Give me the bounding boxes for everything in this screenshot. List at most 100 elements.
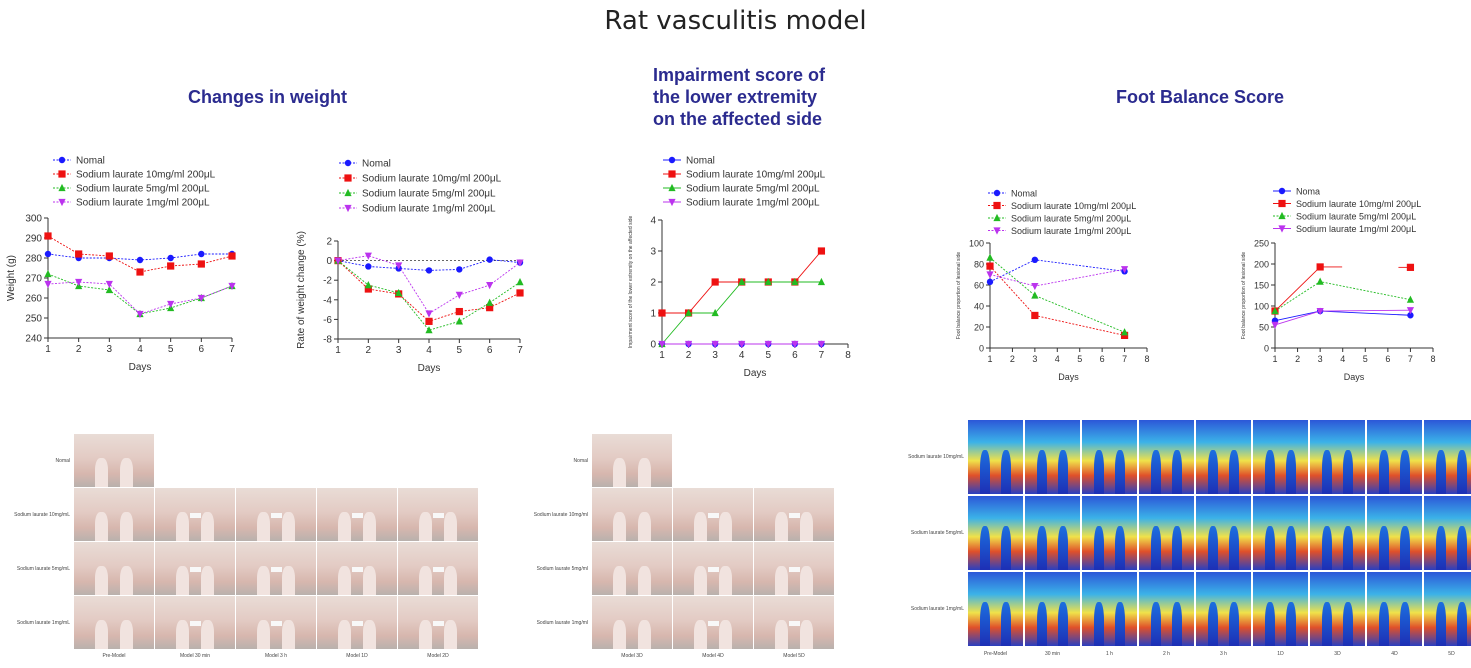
x-tick-label: 3 xyxy=(396,345,402,356)
thermal-foot-image xyxy=(968,572,1023,646)
x-tick-label: 5 xyxy=(766,350,772,361)
legend-marker xyxy=(668,183,676,192)
data-point xyxy=(1406,263,1415,271)
x-tick-label: 6 xyxy=(792,350,798,361)
data-point xyxy=(516,259,524,267)
y-tick-label: 150 xyxy=(1254,281,1269,291)
y-axis-label: Foot balance proportion of lesional side xyxy=(1241,252,1247,339)
data-point xyxy=(334,257,342,265)
x-axis-label: Days xyxy=(744,368,767,379)
y-tick-label: -4 xyxy=(323,295,332,306)
data-point xyxy=(486,304,494,312)
data-point xyxy=(1120,266,1129,274)
data-point xyxy=(44,280,52,289)
balance-section-title: Foot Balance Score xyxy=(1116,87,1285,107)
rat-hindlimb-photo xyxy=(317,596,397,649)
row-label: Sodium laurate 10mg/mL xyxy=(908,454,964,460)
data-point xyxy=(364,281,372,289)
data-point xyxy=(1316,307,1324,316)
x-tick-label: 8 xyxy=(1430,354,1435,364)
y-tick-label: 3 xyxy=(650,247,656,258)
y-tick-label: 60 xyxy=(974,281,984,291)
y-tick-label: 40 xyxy=(974,302,984,312)
row-label: Nomal xyxy=(573,457,588,464)
legend-marker xyxy=(344,174,352,182)
legend-marker xyxy=(993,201,1001,210)
rat-hindlimb-photo xyxy=(592,434,672,487)
thermal-foot-image xyxy=(1139,420,1194,494)
impairment-title-line-1: Impairment score of xyxy=(653,65,826,85)
row-label: Sodium laurate 5mg/mL xyxy=(910,530,964,536)
thermal-foot-image xyxy=(1253,496,1308,570)
column-label: 4D xyxy=(1391,651,1398,657)
column-label: 2 h xyxy=(1163,651,1170,657)
data-point xyxy=(197,260,205,268)
data-point xyxy=(817,277,826,286)
x-tick-label: 8 xyxy=(1144,354,1149,364)
x-tick-label: 7 xyxy=(1408,354,1413,364)
y-axis-label: Weight (g) xyxy=(6,255,17,301)
thermal-foot-image xyxy=(1082,572,1137,646)
data-point xyxy=(44,232,52,240)
data-point xyxy=(136,256,144,264)
y-tick-label: 250 xyxy=(25,314,42,325)
rat-hindlimb-photo xyxy=(592,542,672,595)
data-point xyxy=(791,277,799,286)
rat-hindlimb-photo xyxy=(74,542,154,595)
y-tick-label: -2 xyxy=(323,276,332,287)
data-point xyxy=(986,271,994,279)
page-title: Rat vasculitis model xyxy=(604,6,867,36)
thermal-foot-image xyxy=(1367,420,1422,494)
data-point xyxy=(425,326,433,334)
row-label: Sodium laurate 10mg/ml xyxy=(533,511,588,518)
thermal-foot-image xyxy=(1367,496,1422,570)
x-axis-label: Days xyxy=(1344,372,1365,382)
rat-hindlimb-photo xyxy=(74,488,154,541)
rat-hindlimb-photo xyxy=(236,488,316,541)
data-point xyxy=(167,262,175,270)
data-point xyxy=(658,340,666,349)
y-tick-label: 300 xyxy=(25,214,42,225)
rat-hindlimb-photo xyxy=(592,488,672,541)
legend-marker xyxy=(344,159,352,167)
legend-marker xyxy=(58,183,66,192)
row-label: Sodium laurate 1mg/mL xyxy=(910,606,964,612)
legend-label: Sodium laurate 5mg/ml 200μL xyxy=(76,184,210,195)
rat-hindlimb-photo xyxy=(398,542,478,595)
series-line xyxy=(1274,266,1321,312)
data-point xyxy=(395,262,403,270)
x-tick-label: 2 xyxy=(366,345,372,356)
data-point xyxy=(105,280,113,289)
legend-marker xyxy=(58,198,66,207)
x-tick-label: 7 xyxy=(819,350,825,361)
data-point xyxy=(75,278,83,287)
series-line xyxy=(47,273,233,315)
photo-panel-model-progression: Nomal Sodium laurate 10mg/mL Sodium laurat… xyxy=(0,434,479,662)
rat-hindlimb-photo xyxy=(236,542,316,595)
x-tick-label: 1 xyxy=(45,344,51,355)
x-tick-label: 6 xyxy=(487,345,493,356)
x-tick-label: 1 xyxy=(987,354,992,364)
rat-hindlimb-photo xyxy=(74,434,154,487)
data-point xyxy=(167,254,174,262)
legend-label: Nomal xyxy=(1011,189,1037,199)
legend-label: Nomal xyxy=(686,156,715,167)
column-label: 1 h xyxy=(1106,651,1113,657)
data-point xyxy=(711,340,719,349)
legend-label: Sodium laurate 1mg/ml 200μL xyxy=(1011,226,1131,236)
x-tick-label: 7 xyxy=(517,345,523,356)
data-point xyxy=(986,262,994,270)
thermal-foot-image xyxy=(1424,572,1471,646)
data-point xyxy=(791,340,799,349)
legend-label: Noma xyxy=(1296,187,1320,197)
data-point xyxy=(1120,331,1129,339)
legend-label: Sodium laurate 5mg/ml 200μL xyxy=(362,189,496,200)
legend-marker xyxy=(668,198,676,207)
legend-label: Sodium laurate 5mg/ml 200μL xyxy=(686,184,820,195)
series-line xyxy=(1274,281,1411,312)
x-axis-label: Days xyxy=(1058,372,1079,382)
legend-label: Nomal xyxy=(76,156,105,167)
column-label: 30 min xyxy=(1044,651,1060,657)
series-line xyxy=(1274,310,1411,322)
